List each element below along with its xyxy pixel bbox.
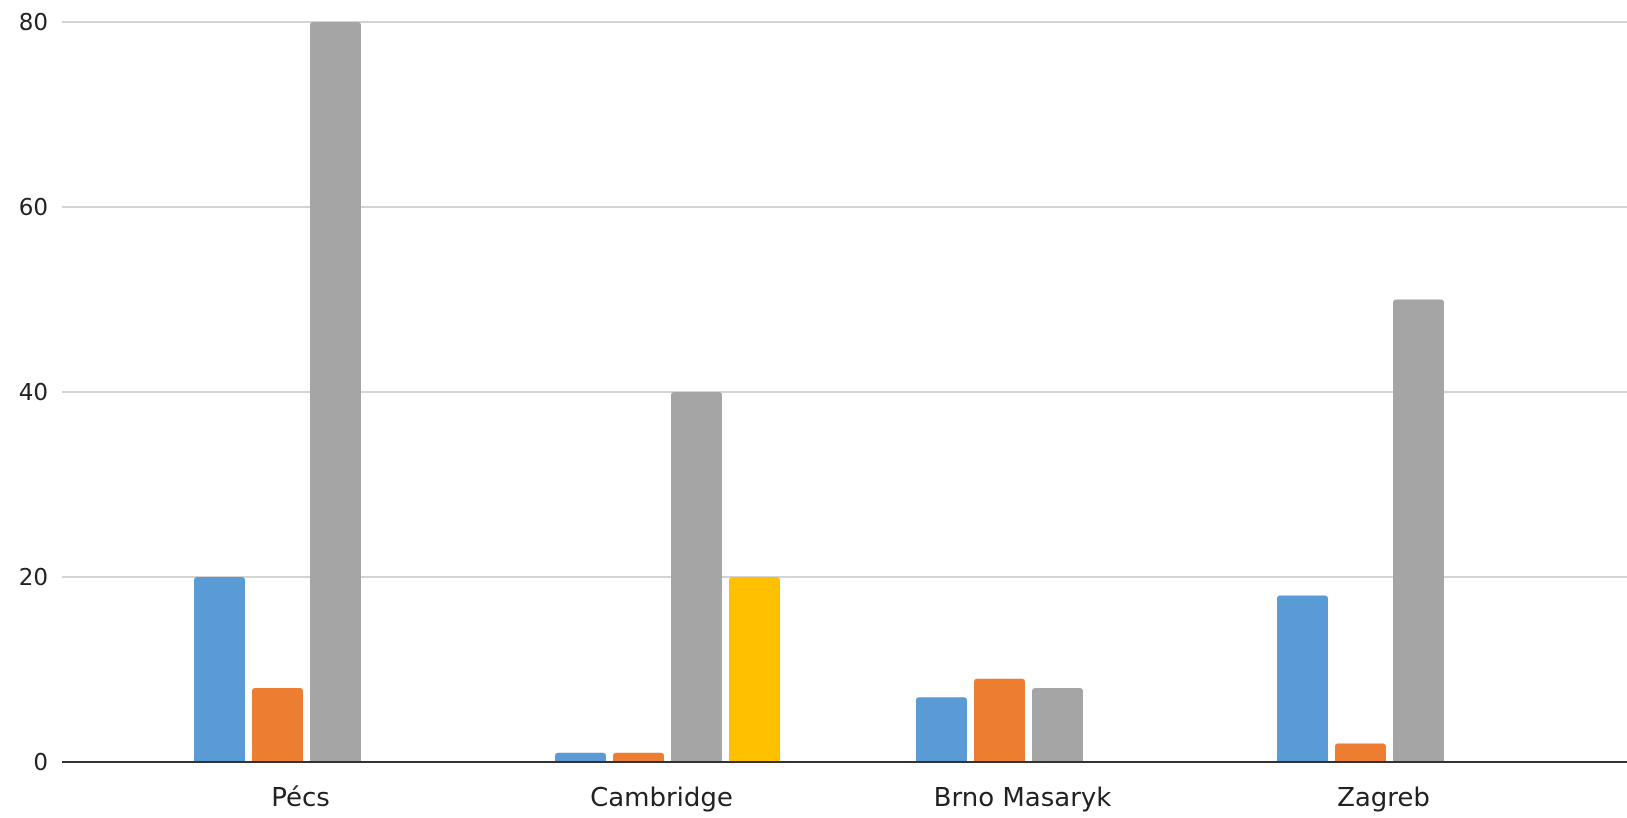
bar-zagreb-series-3 — [1393, 299, 1444, 765]
bar-brno-masaryk-series-3 — [1032, 688, 1083, 765]
bar-cambridge-series-3 — [671, 392, 722, 765]
bar-pécs-series-2 — [252, 688, 303, 765]
x-axis — [62, 761, 1627, 769]
y-tick-label: 60 — [19, 195, 48, 221]
x-tick-label: Brno Masaryk — [934, 783, 1112, 813]
bars — [194, 22, 1444, 765]
x-tick-label: Zagreb — [1337, 783, 1430, 813]
x-tick-label: Cambridge — [590, 783, 733, 813]
bar-pécs-series-1 — [194, 577, 245, 765]
x-tick-label: Pécs — [271, 783, 330, 813]
bar-pécs-series-3 — [310, 22, 361, 765]
y-axis-ticks: 0 20 40 60 80 — [19, 10, 48, 776]
gridlines — [62, 21, 1627, 578]
y-tick-label: 20 — [19, 565, 48, 591]
y-tick-label: 40 — [19, 380, 48, 406]
bar-zagreb-series-2 — [1335, 743, 1386, 765]
bar-brno-masaryk-series-1 — [916, 697, 967, 765]
bar-brno-masaryk-series-2 — [974, 678, 1025, 765]
y-tick-label: 80 — [19, 10, 48, 36]
bar-zagreb-series-1 — [1277, 595, 1328, 765]
axis-mask — [62, 763, 1627, 769]
y-tick-label: 0 — [33, 750, 48, 776]
bar-cambridge-series-4 — [729, 577, 780, 765]
x-axis-ticks: Pécs Cambridge Brno Masaryk Zagreb — [271, 783, 1430, 813]
